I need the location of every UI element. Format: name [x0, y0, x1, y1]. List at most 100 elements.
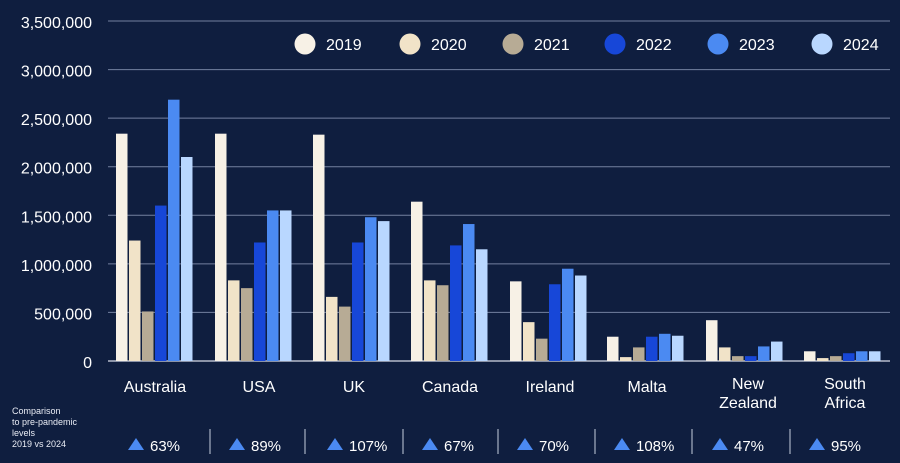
legend-swatch: [399, 33, 421, 55]
bar: [575, 275, 587, 361]
triangle-up-icon: [128, 438, 144, 450]
comparison-value: 47%: [734, 438, 764, 455]
y-tick-label: 3,000,000: [21, 64, 92, 81]
y-tick-label: 500,000: [34, 306, 92, 323]
bar: [869, 351, 881, 361]
legend-label: 2024: [843, 37, 879, 54]
bar: [659, 333, 671, 361]
bar: [280, 210, 292, 361]
bar: [817, 358, 829, 361]
comparison-value: 67%: [444, 438, 474, 455]
x-tick-label: New: [732, 376, 764, 393]
legend-label: 2019: [326, 37, 362, 54]
legend-label: 2022: [636, 37, 672, 54]
bar: [646, 336, 658, 361]
bar: [142, 311, 154, 361]
bar: [607, 336, 619, 361]
comparison-value: 63%: [150, 438, 180, 455]
bar: [549, 284, 561, 361]
bar: [672, 335, 684, 361]
bar: [856, 351, 868, 361]
bar: [313, 134, 325, 361]
legend-label: 2020: [431, 37, 467, 54]
bar: [523, 322, 535, 361]
y-tick-label: 0: [83, 355, 92, 372]
bar: [168, 99, 180, 361]
comparison-value: 70%: [539, 438, 569, 455]
bar: [437, 285, 449, 361]
bar: [411, 201, 423, 361]
bar: [181, 157, 193, 361]
bar: [745, 356, 757, 361]
triangle-up-icon: [229, 438, 245, 450]
bar: [536, 338, 548, 361]
bar: [352, 242, 364, 361]
bar: [510, 281, 522, 361]
legend-swatch: [502, 33, 524, 55]
comparison-value: 95%: [831, 438, 861, 455]
bar: [463, 224, 475, 361]
bar: [254, 242, 266, 361]
bar: [326, 296, 338, 361]
comparison-value: 107%: [349, 438, 387, 455]
y-tick-label: 2,500,000: [21, 112, 92, 129]
bar: [830, 356, 842, 361]
bar: [129, 240, 141, 361]
y-tick-label: 2,000,000: [21, 161, 92, 178]
bar: [241, 288, 253, 361]
y-tick-label: 1,000,000: [21, 258, 92, 275]
bar: [706, 320, 718, 361]
bar: [267, 210, 279, 361]
bar: [450, 245, 462, 361]
x-tick-label: Zealand: [719, 395, 777, 412]
legend-swatch: [707, 33, 729, 55]
bar: [620, 357, 632, 361]
comparison-note: Comparison to pre-pandemic levels 2019 v…: [12, 406, 122, 450]
bar: [843, 353, 855, 361]
bar: [758, 346, 770, 361]
bar: [116, 133, 128, 361]
comparison-note-line-4: 2019 vs 2024: [12, 439, 67, 449]
legend-swatch: [604, 33, 626, 55]
comparison-value: 108%: [636, 438, 674, 455]
bar: [228, 280, 240, 361]
bar: [804, 351, 816, 361]
bar: [215, 133, 227, 361]
x-tick-label: Malta: [627, 379, 666, 396]
comparison-value: 89%: [251, 438, 281, 455]
triangle-up-icon: [809, 438, 825, 450]
legend-label: 2021: [534, 37, 570, 54]
bar: [365, 217, 377, 361]
comparison-note-line-1: Comparison: [12, 406, 61, 416]
bar: [719, 347, 731, 361]
triangle-up-icon: [327, 438, 343, 450]
triangle-up-icon: [422, 438, 438, 450]
y-tick-label: 3,500,000: [21, 15, 92, 32]
x-tick-label: UK: [343, 379, 366, 396]
bar: [339, 306, 351, 361]
comparison-note-line-2: to pre-pandemic: [12, 417, 78, 427]
x-tick-label: Canada: [422, 379, 478, 396]
x-tick-label: Australia: [124, 379, 186, 396]
legend-swatch: [811, 33, 833, 55]
bar: [155, 205, 167, 361]
x-tick-label: Africa: [825, 395, 866, 412]
bar: [771, 341, 783, 361]
bar: [732, 356, 744, 361]
triangle-up-icon: [517, 438, 533, 450]
x-tick-label: South: [824, 376, 866, 393]
y-tick-label: 1,500,000: [21, 209, 92, 226]
bar: [562, 268, 574, 361]
bar: [633, 347, 645, 361]
legend-swatch: [294, 33, 316, 55]
bar: [424, 280, 436, 361]
triangle-up-icon: [614, 438, 630, 450]
triangle-up-icon: [712, 438, 728, 450]
x-tick-label: Ireland: [526, 379, 575, 396]
bar: [378, 221, 390, 361]
x-tick-label: USA: [243, 379, 276, 396]
comparison-note-line-3: levels: [12, 428, 36, 438]
bar: [476, 249, 488, 361]
